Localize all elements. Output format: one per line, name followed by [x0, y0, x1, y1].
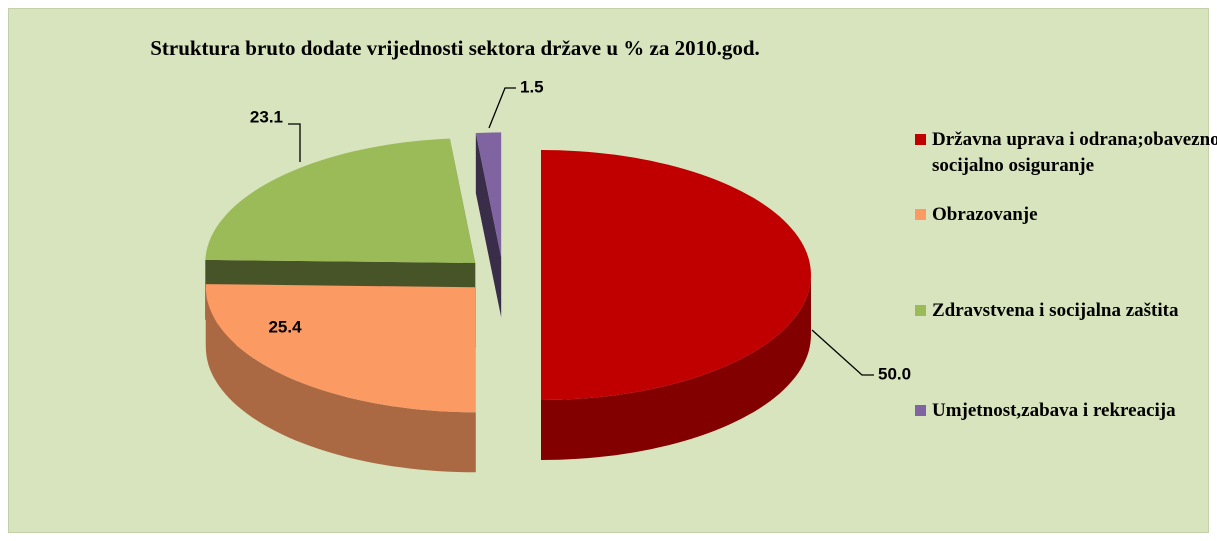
legend-swatch [915, 305, 926, 316]
legend-item: Zdravstvena i socijalna zaštita [915, 298, 1217, 324]
legend-label: Umjetnost,zabava i rekreacija [932, 400, 1176, 421]
legend-swatch [915, 209, 926, 220]
legend-label: Obrazovanje [932, 204, 1038, 225]
value-label: 25.4 [268, 317, 302, 336]
slice-wall [475, 133, 502, 318]
slice [205, 284, 476, 413]
legend-label: Državna uprava i odrana;obavezno socijal… [932, 129, 1217, 176]
value-label: 50.0 [878, 364, 911, 383]
legend-swatch [915, 405, 926, 416]
chart-title: Struktura bruto dodate vrijednosti sekto… [150, 36, 760, 60]
slice [541, 150, 811, 400]
legend-label: Zdravstvena i socijalna zaštita [932, 300, 1179, 321]
leader-line [488, 87, 516, 129]
slice [205, 138, 476, 263]
leader-line [288, 123, 301, 162]
legend-item: Državna uprava i odrana;obavezno socijal… [915, 127, 1217, 179]
slice-group [475, 132, 502, 318]
slice-group [205, 284, 476, 473]
slice-side [541, 275, 811, 460]
legend-item: Obrazovanje [915, 202, 1217, 228]
slice-group [541, 150, 811, 460]
value-label: 1.5 [520, 77, 544, 96]
slice [475, 132, 502, 258]
slice-side [205, 287, 476, 473]
legend-item: Umjetnost,zabava i rekreacija [915, 398, 1217, 424]
value-label: 23.1 [250, 107, 283, 126]
leader-line [811, 329, 874, 376]
legend-swatch [915, 134, 926, 145]
